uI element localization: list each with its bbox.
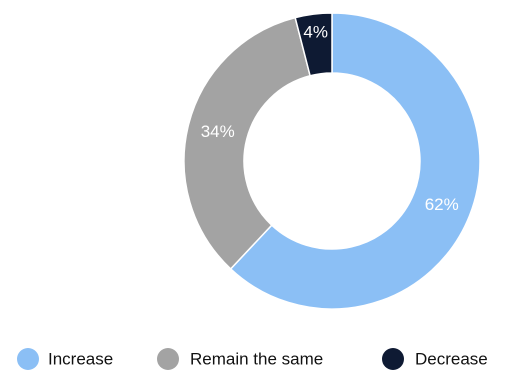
legend-label-remain-the-same: Remain the same (190, 350, 323, 369)
legend-swatch-increase (17, 348, 39, 370)
legend: Increase Remain the same Decrease (17, 348, 488, 370)
legend-swatch-remain-the-same (157, 348, 179, 370)
donut-slices (183, 12, 481, 310)
legend-label-decrease: Decrease (415, 350, 488, 369)
legend-swatch-decrease (382, 348, 404, 370)
slice-label-decrease: 4% (303, 23, 328, 42)
slice-decrease (294, 12, 333, 77)
slice-label-increase: 62% (425, 195, 459, 214)
slice-label-remain-the-same: 34% (201, 122, 235, 141)
slice-remain-the-same (183, 16, 312, 270)
legend-label-increase: Increase (48, 350, 113, 369)
slice-labels: 62% 34% 4% (201, 23, 459, 214)
slice-increase (229, 12, 481, 310)
